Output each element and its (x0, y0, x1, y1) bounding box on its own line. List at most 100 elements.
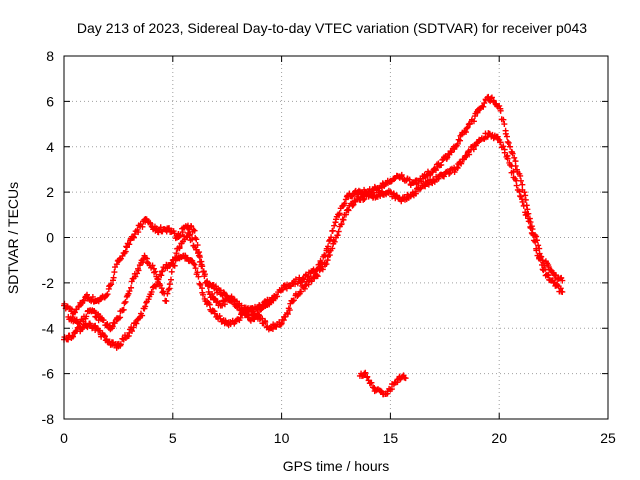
y-tick-label: 4 (46, 139, 54, 155)
track-c-point (157, 282, 164, 289)
track-b-point (284, 309, 291, 316)
track-b-point (525, 215, 532, 222)
y-tick-label: -4 (42, 320, 55, 336)
plot-frame (63, 55, 609, 420)
track-b-point (314, 273, 321, 280)
track-b-point (206, 301, 213, 308)
track-c-point (154, 276, 161, 283)
track-b-point (133, 320, 140, 327)
track-b-point (522, 211, 529, 218)
track-a-point (325, 243, 332, 250)
y-axis-label: SDTVAR / TECUs (5, 182, 21, 294)
track-b-point (302, 282, 309, 289)
track-c-point (117, 314, 124, 321)
track-b-point (117, 341, 124, 348)
track-a-point (336, 210, 343, 217)
track-a-point (103, 292, 110, 299)
track-b-point (349, 202, 356, 209)
track-a-point (113, 261, 120, 268)
track-a-point (470, 118, 477, 125)
track-b-point (559, 288, 566, 295)
track-c-point (213, 299, 220, 306)
track-b-point (329, 245, 336, 252)
x-tick-label: 0 (60, 430, 68, 446)
track-a-point (176, 232, 183, 239)
track-d-point (362, 369, 369, 376)
track-c-point (204, 278, 211, 285)
chart-title: Day 213 of 2023, Sidereal Day-to-day VTE… (77, 20, 587, 36)
y-tick-label: 2 (46, 184, 54, 200)
y-tick-label: 0 (46, 230, 54, 246)
track-b-point (412, 190, 419, 197)
track-a-point (122, 248, 129, 255)
x-tick-label: 10 (274, 430, 290, 446)
track-a-point (488, 94, 495, 101)
track-b-point (430, 177, 437, 184)
track-a-point (153, 225, 160, 232)
x-tick-label: 15 (383, 430, 399, 446)
track-b-point (360, 196, 367, 203)
track-b-point (466, 151, 473, 158)
track-b-point (542, 266, 549, 273)
track-b-point (102, 333, 109, 340)
track-d-point (369, 384, 376, 391)
track-b-point (191, 261, 198, 268)
track-c-point (201, 271, 208, 278)
track-c-point (128, 284, 135, 291)
track-a-point (191, 227, 198, 234)
track-a-point (504, 138, 511, 145)
track-c-point (149, 262, 156, 269)
track-a-point (559, 277, 566, 284)
track-b-point (500, 143, 507, 150)
track-c-point (211, 295, 218, 302)
track-a-point (502, 130, 509, 137)
track-c-point (183, 234, 190, 241)
track-a-point (517, 172, 524, 179)
track-a-point (497, 107, 504, 114)
track-a-point (533, 233, 540, 240)
track-a-point (108, 281, 115, 288)
track-c-point (83, 313, 90, 320)
track-c-point (186, 232, 193, 239)
track-a-point (130, 234, 137, 241)
track-a-point (503, 133, 510, 140)
track-b-point (519, 198, 526, 205)
x-tick-label: 5 (169, 430, 177, 446)
track-b-point (70, 333, 77, 340)
track-c-point (166, 281, 173, 288)
track-b-point (513, 182, 520, 189)
track-a-point (463, 125, 470, 132)
track-b-point (537, 257, 544, 264)
track-c-point (122, 298, 129, 305)
track-c-point (221, 301, 228, 308)
track-a-point (507, 143, 514, 150)
track-a-point (464, 124, 471, 131)
x-tick-label: 25 (600, 430, 616, 446)
x-axis-label: GPS time / hours (283, 458, 390, 474)
y-tick-label: -6 (42, 366, 55, 382)
track-b-point (523, 211, 530, 218)
track-b-point (335, 228, 342, 235)
track-c-point (163, 298, 170, 305)
track-d-point (364, 373, 371, 380)
track-a-point (292, 281, 299, 288)
data-points (61, 93, 566, 398)
track-c-point (135, 267, 142, 274)
track-a-point (89, 293, 96, 300)
track-a-point (110, 274, 117, 281)
track-a-point (480, 103, 487, 110)
track-c-point (165, 286, 172, 293)
track-b-point (497, 139, 504, 146)
track-b-point (298, 288, 305, 295)
track-b-point (342, 211, 349, 218)
track-c-point (100, 317, 107, 324)
track-c-point (109, 323, 116, 330)
y-tick-label: 6 (46, 93, 54, 109)
track-b-point (192, 265, 199, 272)
track-a-point (305, 273, 312, 280)
track-c-point (120, 306, 127, 313)
track-b-point (361, 196, 368, 203)
track-a-point (391, 175, 398, 182)
track-b-point (338, 220, 345, 227)
